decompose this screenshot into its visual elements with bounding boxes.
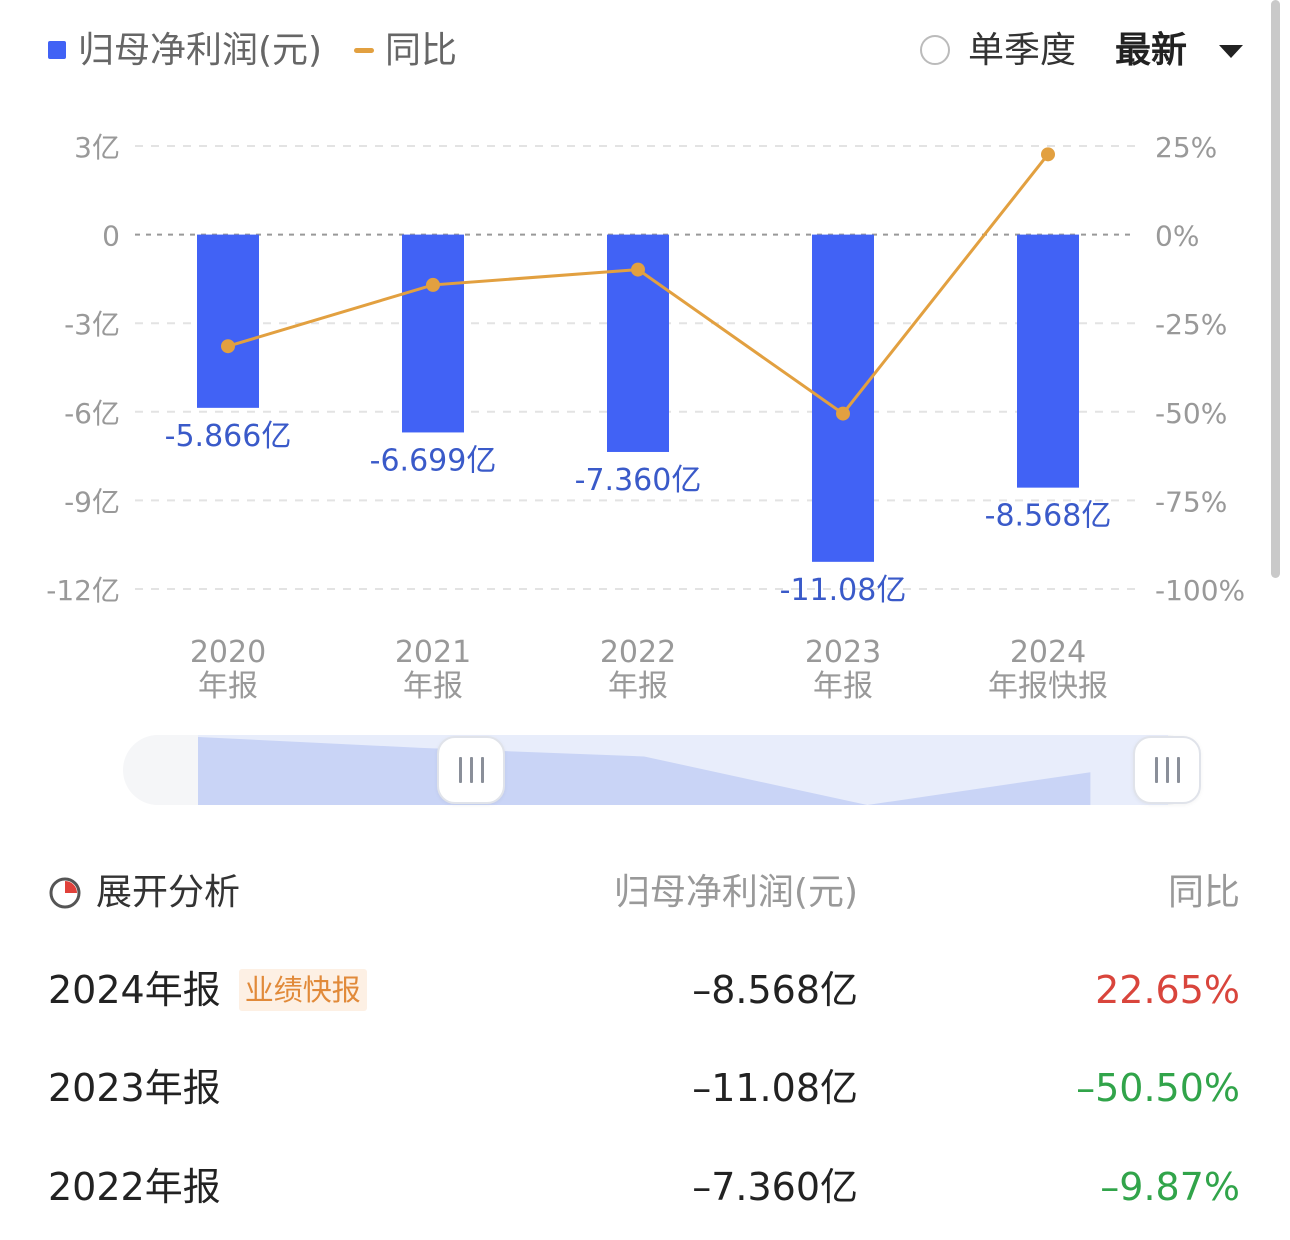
legend-line-swatch [354,48,374,53]
range-slider-left-handle[interactable] [437,736,505,804]
expand-analysis-label: 展开分析 [96,872,241,913]
x-tick-label: 2024 [1010,635,1086,670]
row-period: 2022年报 [48,1162,221,1212]
yoy-point [631,262,645,277]
y-right-tick-label: -100% [1155,574,1245,607]
yoy-point [221,339,235,354]
bar [197,234,259,408]
y-right-tick-label: 25% [1155,131,1217,164]
column-header-yoy: 同比 [1167,872,1240,913]
row-value: –7.360亿 [692,1165,858,1209]
legend-bar-swatch [48,41,66,59]
period-dropdown[interactable]: 最新 [1115,28,1244,74]
x-tick-label: 2020 [190,635,266,670]
bar [402,234,464,433]
yoy-point [426,277,440,292]
row-value: –8.568亿 [692,968,858,1012]
legend-bar-label[interactable]: 归母净利润(元) [78,30,323,71]
y-right-tick-label: -50% [1155,397,1227,430]
legend-line-label[interactable]: 同比 [385,30,458,71]
y-left-tick-label: -6亿 [64,397,120,430]
period-dropdown-value: 最新 [1115,30,1188,71]
x-tick-label: 2022 [600,635,676,670]
row-yoy: –9.87% [1100,1165,1240,1209]
y-right-tick-label: 0% [1155,220,1199,253]
y-left-tick-label: -9亿 [64,485,120,518]
row-period: 2023年报 [48,1063,221,1113]
y-left-tick-label: 0 [102,220,120,253]
row-period-label: 2023年报 [48,1066,221,1110]
row-yoy: –50.50% [1076,1066,1240,1110]
x-tick-label: 2023 [805,635,881,670]
y-right-tick-label: -75% [1155,485,1227,518]
slider-preview-area [198,737,1091,805]
bar-data-label: -7.360亿 [575,463,702,498]
y-right-tick-label: -25% [1155,308,1227,341]
row-period-label: 2024年报 [48,968,221,1012]
x-tick-label: 年报 [198,669,258,704]
row-period: 2024年报 业绩快报 [48,965,367,1015]
y-left-tick-label: -12亿 [46,574,120,607]
yoy-point [1041,147,1055,162]
pie-chart-icon [49,877,81,909]
row-yoy: 22.65% [1095,968,1240,1012]
page-scrollbar[interactable] [1271,0,1280,578]
bar-data-label: -8.568亿 [985,499,1112,534]
caret-down-icon [1219,44,1244,58]
x-tick-label: 年报 [813,669,873,704]
range-slider-right-handle[interactable] [1133,736,1201,804]
profit-chart: 3亿 0 -3亿 -6亿 -9亿 -12亿 25% 0% -25% -50% -75% -100% -5… [46,131,1245,704]
single-quarter-label[interactable]: 单季度 [968,30,1077,71]
column-header-value: 归母净利润(元) [613,872,858,913]
yoy-point [836,406,850,421]
grip-icon [1154,757,1180,783]
single-quarter-radio[interactable] [920,35,950,65]
x-tick-label: 年报 [608,669,668,704]
y-left-tick-label: -3亿 [64,308,120,341]
grip-icon [458,757,484,783]
x-tick-label: 2021 [395,635,471,670]
flash-report-badge: 业绩快报 [238,969,367,1011]
bar-data-label: -5.866亿 [165,419,292,454]
bar [1017,234,1079,488]
row-period-label: 2022年报 [48,1165,221,1209]
y-left-tick-label: 3亿 [74,131,120,164]
range-slider-preview [198,737,1091,805]
x-tick-label: 年报快报 [988,669,1108,704]
bar-data-label: -6.699亿 [370,443,497,478]
bar-data-label: -11.08亿 [780,573,907,608]
row-value: –11.08亿 [692,1066,858,1110]
expand-analysis-button[interactable]: 展开分析 [48,870,240,916]
x-tick-label: 年报 [403,669,463,704]
